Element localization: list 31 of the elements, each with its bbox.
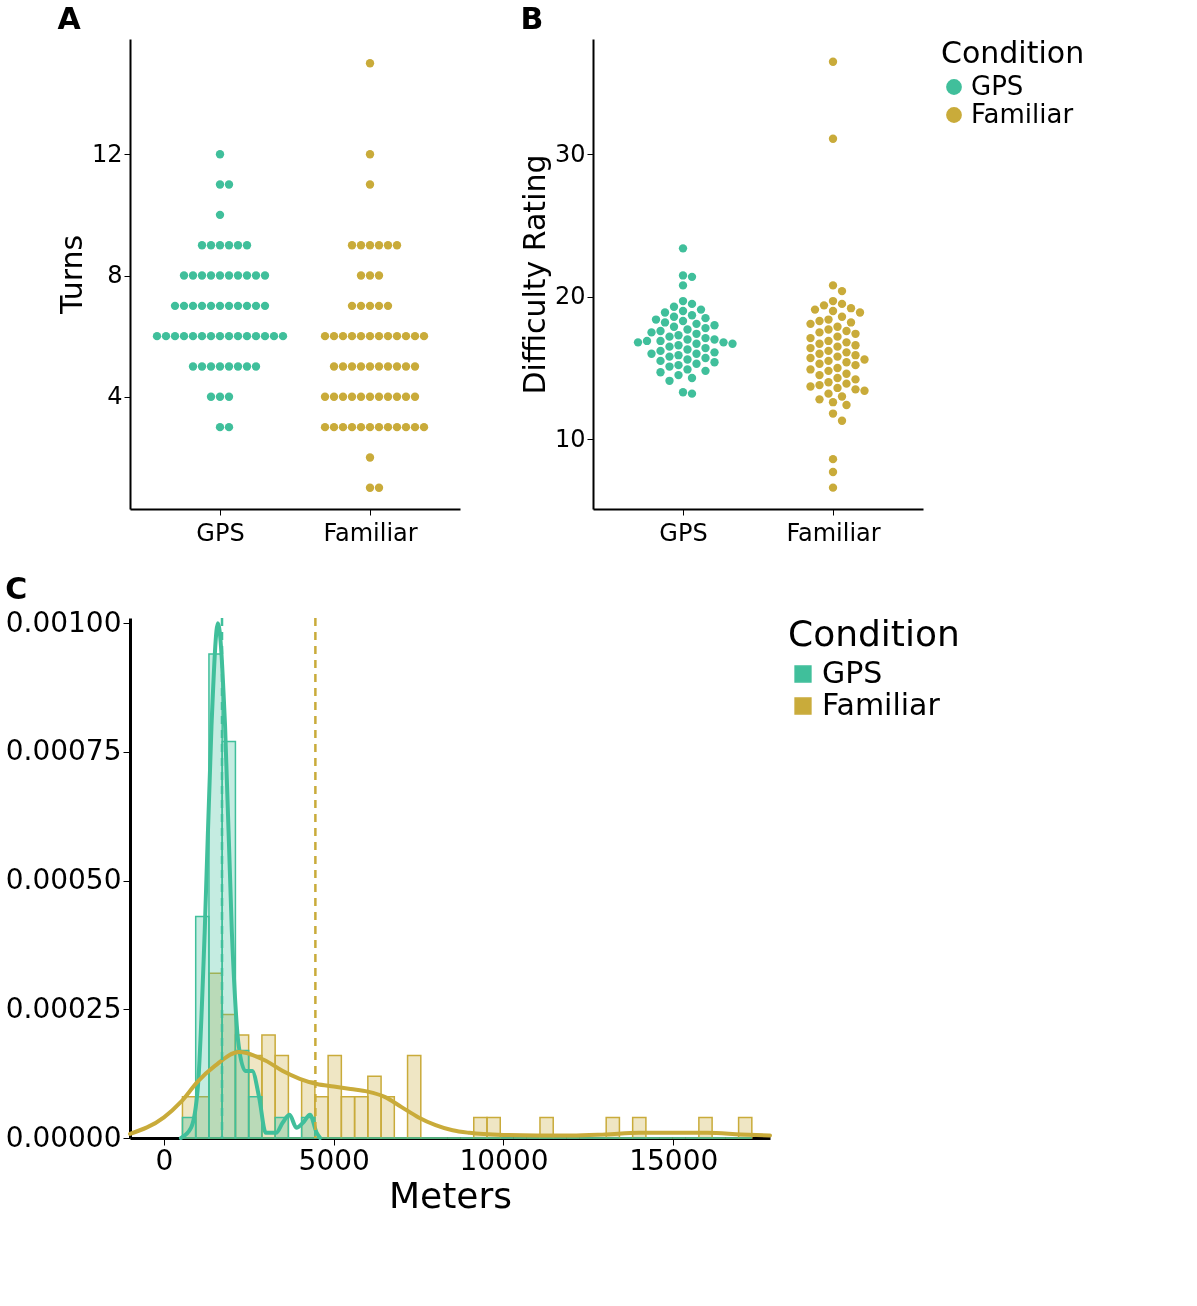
- legend-label: Familiar: [822, 687, 941, 722]
- y-tick-label: 0.00000: [5, 1120, 122, 1154]
- y-tick-label: 20: [554, 282, 586, 311]
- x-tick-label: 0: [155, 1143, 174, 1177]
- y-tick-label: 4: [107, 382, 123, 411]
- y-axis-title: Difficulty Rating: [516, 154, 552, 395]
- y-tick-label: 8: [107, 261, 123, 290]
- y-tick-label: 30: [554, 139, 586, 168]
- x-tick-label: 10000: [459, 1143, 549, 1177]
- chart-title: C: [5, 571, 28, 607]
- legend-title: Condition: [788, 613, 960, 654]
- y-tick-label: 0.00100: [5, 605, 122, 639]
- chart-title: B: [520, 1, 544, 36]
- legend-title: Condition: [941, 35, 1085, 70]
- x-tick-label: GPS: [659, 518, 708, 547]
- x-axis-title: Meters: [388, 1174, 513, 1216]
- y-axis-title: Turns: [53, 234, 89, 316]
- x-tick-label: 15000: [629, 1143, 719, 1177]
- y-tick-label: 12: [91, 139, 123, 168]
- x-tick-label: 5000: [298, 1143, 370, 1177]
- y-tick-label: 0.00075: [5, 734, 122, 768]
- y-tick-label: 0.00025: [5, 991, 122, 1025]
- x-tick-label: Familiar: [786, 518, 881, 547]
- legend-label: GPS: [822, 655, 883, 690]
- legend-label: Familiar: [971, 99, 1074, 129]
- y-tick-label: 10: [554, 424, 586, 453]
- x-tick-label: GPS: [196, 518, 245, 547]
- x-tick-label: Familiar: [323, 518, 418, 547]
- legend-label: GPS: [971, 71, 1024, 101]
- chart-title: A: [57, 1, 82, 36]
- y-tick-label: 0.00050: [5, 863, 122, 897]
